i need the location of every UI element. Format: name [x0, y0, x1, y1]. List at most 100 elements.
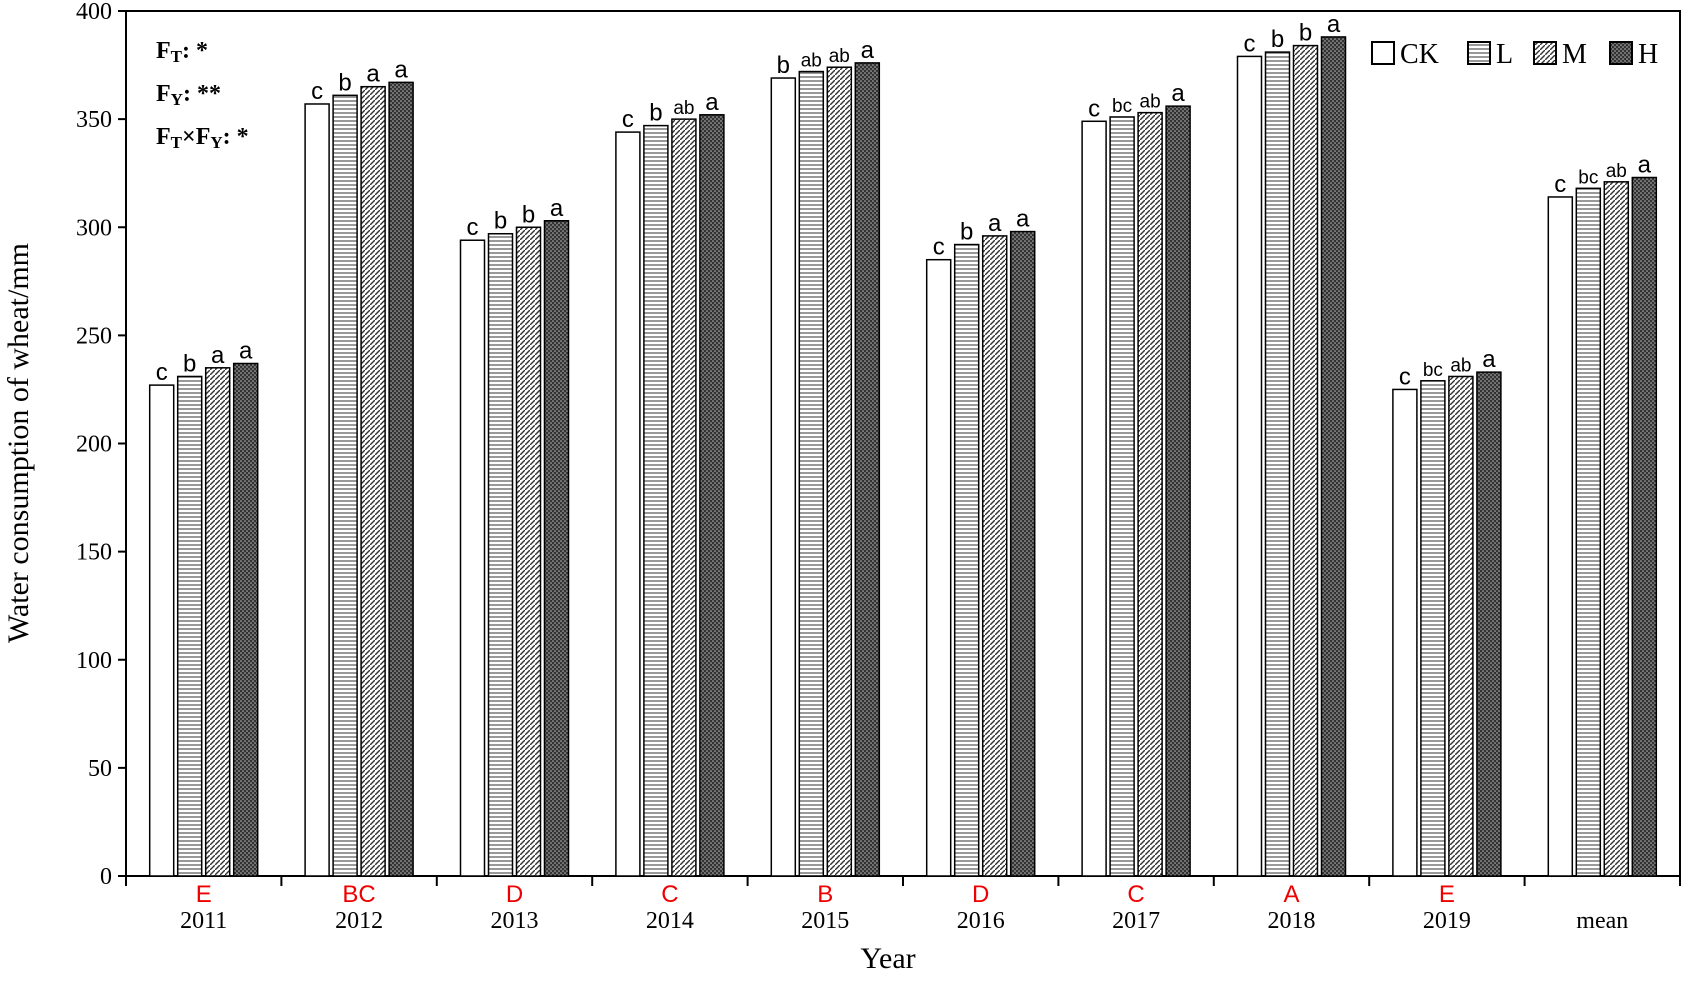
- bar: [826, 66, 853, 877]
- annotation-part: F: [156, 38, 171, 64]
- legend-swatch: [1533, 41, 1557, 65]
- significance-letter: c: [311, 78, 323, 105]
- y-tick-label: 250: [76, 323, 112, 349]
- significance-letter: bc: [1112, 96, 1132, 117]
- bar: [459, 239, 486, 877]
- group-letter: BC: [342, 881, 375, 908]
- significance-letter: b: [960, 219, 973, 246]
- annotation-part: Y: [210, 133, 222, 152]
- legend-swatch: [1371, 41, 1395, 65]
- group-letter: E: [196, 881, 212, 908]
- bar: [1081, 120, 1107, 877]
- group-letter: E: [1439, 881, 1455, 908]
- bar: [332, 94, 358, 877]
- significance-letter: c: [156, 359, 168, 386]
- significance-letter: bc: [1578, 167, 1598, 188]
- significance-letter: c: [933, 234, 945, 261]
- x-tick-label: 2017: [1112, 908, 1160, 934]
- group-letter: A: [1283, 881, 1299, 908]
- bar: [1420, 380, 1446, 877]
- bar: [1631, 176, 1658, 877]
- bar: [515, 226, 542, 877]
- annotation-part: Y: [171, 90, 183, 109]
- bar: [699, 114, 725, 877]
- annotation: FY: **: [156, 81, 221, 109]
- bar: [388, 81, 414, 877]
- y-tick-label: 100: [76, 648, 112, 674]
- annotation-part: T: [171, 47, 183, 66]
- annotation-part: F: [156, 124, 171, 150]
- significance-letter: a: [550, 195, 564, 222]
- legend-label: H: [1638, 39, 1658, 70]
- significance-letter: b: [338, 69, 351, 96]
- bar: [304, 103, 330, 877]
- x-tick-label: 2015: [801, 908, 849, 934]
- x-axis-label: Year: [860, 942, 915, 975]
- significance-letter: a: [394, 56, 408, 83]
- significance-letter: bc: [1423, 360, 1443, 381]
- bar: [1236, 55, 1263, 877]
- y-tick-label: 400: [76, 0, 112, 25]
- significance-letter: b: [777, 52, 790, 79]
- bar: [543, 220, 570, 877]
- annotation-part: F: [156, 81, 171, 107]
- significance-letter: c: [622, 106, 634, 133]
- significance-letter: a: [211, 342, 225, 369]
- bar: [176, 375, 203, 877]
- bar: [1448, 375, 1474, 877]
- bar: [671, 118, 697, 877]
- bar: [925, 258, 952, 877]
- significance-letter: c: [1088, 95, 1100, 122]
- annotation-part: ×F: [182, 124, 210, 150]
- bar: [615, 131, 641, 877]
- significance-letter: a: [1327, 11, 1341, 38]
- y-tick-label: 350: [76, 107, 112, 133]
- bar: [1392, 388, 1418, 877]
- x-tick-label: mean: [1576, 908, 1628, 934]
- bar: [798, 70, 825, 877]
- bar: [1575, 187, 1602, 877]
- significance-letter: a: [239, 337, 253, 364]
- significance-letter: a: [1016, 206, 1030, 233]
- significance-letter: b: [1271, 26, 1284, 53]
- bar: [1292, 44, 1319, 877]
- x-tick-label: 2014: [646, 908, 694, 934]
- y-axis-label: Water consumption of wheat/mm: [2, 243, 35, 643]
- legend-swatch: [1609, 41, 1633, 65]
- significance-letter: a: [366, 61, 380, 88]
- significance-letter: ab: [829, 46, 850, 67]
- bar: [1264, 51, 1291, 877]
- y-tick-label: 0: [100, 864, 112, 890]
- y-tick-label: 150: [76, 540, 112, 566]
- bar: [1476, 371, 1502, 877]
- significance-letter: ab: [801, 51, 822, 72]
- bar: [1009, 230, 1036, 877]
- bar: [1137, 111, 1163, 877]
- bar: [770, 77, 797, 877]
- plot-frame: [125, 10, 1681, 877]
- annotation-part: : **: [183, 81, 221, 107]
- x-tick-label: 2011: [180, 908, 227, 934]
- significance-letter: a: [1638, 152, 1652, 179]
- bar: [1109, 116, 1135, 877]
- y-tick-label: 300: [76, 215, 112, 241]
- significance-letter: b: [183, 350, 196, 377]
- bar: [204, 367, 231, 877]
- significance-letter: a: [705, 89, 719, 116]
- bar: [1320, 36, 1347, 877]
- group-letter: C: [661, 881, 678, 908]
- significance-letter: ab: [1606, 161, 1627, 182]
- bar: [1603, 181, 1630, 877]
- legend-label: L: [1496, 39, 1513, 70]
- significance-letter: a: [861, 37, 875, 64]
- significance-letter: c: [1244, 30, 1256, 57]
- group-letter: D: [506, 881, 523, 908]
- significance-letter: c: [467, 214, 479, 241]
- x-tick-label: 2018: [1268, 908, 1316, 934]
- bar: [487, 232, 514, 877]
- significance-letter: b: [494, 208, 507, 235]
- significance-letter: ab: [1450, 355, 1471, 376]
- x-tick-label: 2013: [491, 908, 539, 934]
- significance-letter: a: [1482, 346, 1496, 373]
